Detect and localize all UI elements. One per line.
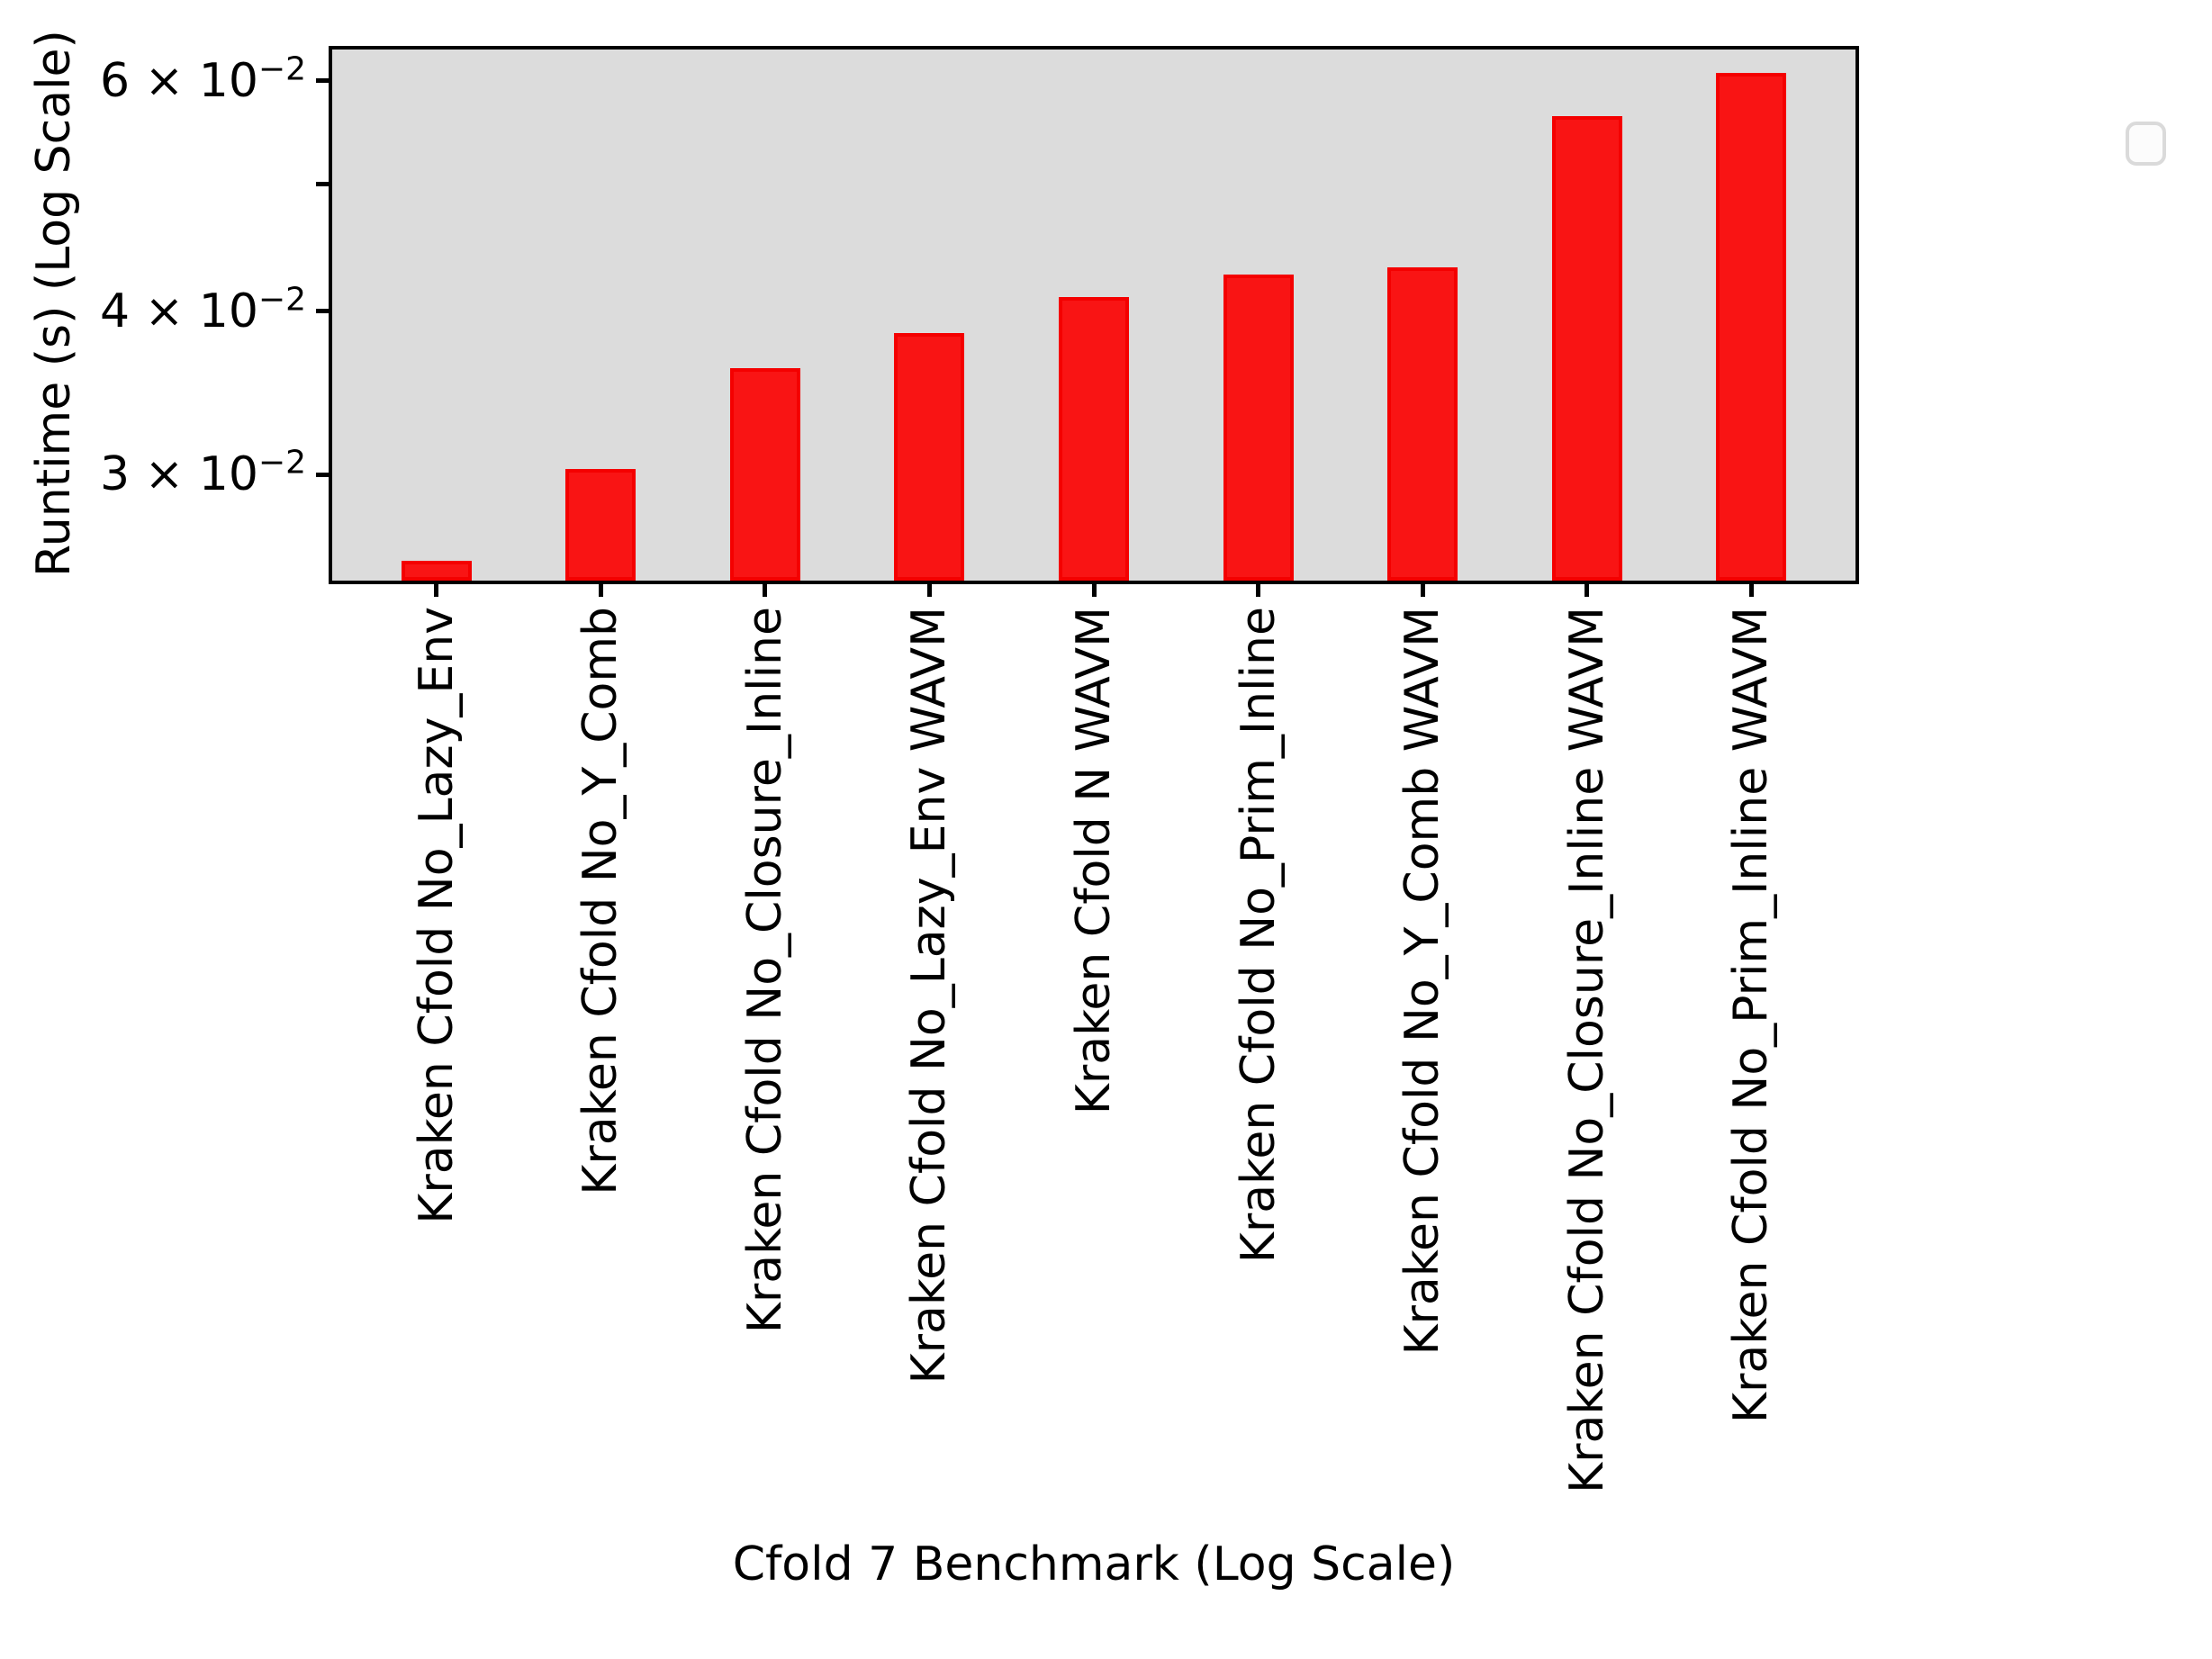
x-tick-mark	[598, 584, 603, 597]
y-tick-label: 3 × 10−2	[100, 445, 306, 502]
bar-2	[729, 367, 800, 581]
bar-1	[565, 469, 637, 581]
x-tick-label: Kraken Cfold No_Y_Comb WAVM	[1395, 607, 1450, 1356]
bar-0	[401, 560, 472, 581]
x-tick-label: Kraken Cfold No_Lazy_Env WAVM	[902, 607, 957, 1384]
y-tick-mark	[316, 182, 329, 187]
bar-4	[1059, 297, 1129, 581]
x-tick-label: Kraken Cfold N WAVM	[1067, 607, 1121, 1115]
x-tick-mark	[1256, 584, 1261, 597]
bar-7	[1551, 115, 1622, 581]
y-tick-mark	[316, 78, 329, 84]
y-tick-mark	[316, 472, 329, 477]
x-tick-mark	[926, 584, 932, 597]
bar-6	[1387, 267, 1458, 581]
legend-box	[2126, 122, 2166, 166]
x-tick-mark	[1420, 584, 1425, 597]
x-tick-label: Kraken Cfold No_Closure_Inline WAVM	[1559, 607, 1614, 1493]
x-tick-label: Kraken Cfold No_Y_Comb	[573, 607, 628, 1195]
plot-area	[329, 46, 2166, 584]
y-tick-label: 4 × 10−2	[100, 281, 306, 338]
x-tick-label: Kraken Cfold No_Lazy_Env	[409, 607, 464, 1224]
x-tick-mark	[763, 584, 768, 597]
x-tick-mark	[1585, 584, 1590, 597]
x-axis-title: Cfold 7 Benchmark (Log Scale)	[732, 1537, 1456, 1591]
y-tick-mark	[316, 309, 329, 314]
y-tick-label: 6 × 10−2	[100, 50, 306, 108]
x-tick-label: Kraken Cfold No_Closure_Inline	[737, 607, 792, 1334]
x-tick-label: Kraken Cfold No_Prim_Inline	[1231, 607, 1286, 1264]
bar-8	[1716, 73, 1787, 581]
x-tick-mark	[434, 584, 439, 597]
bar-3	[894, 332, 965, 581]
x-tick-label: Kraken Cfold No_Prim_Inline WAVM	[1724, 607, 1779, 1424]
x-tick-mark	[1091, 584, 1097, 597]
bar-5	[1223, 274, 1294, 581]
y-axis-label: Runtime (s) (Log Scale)	[27, 30, 81, 577]
x-tick-mark	[1748, 584, 1754, 597]
